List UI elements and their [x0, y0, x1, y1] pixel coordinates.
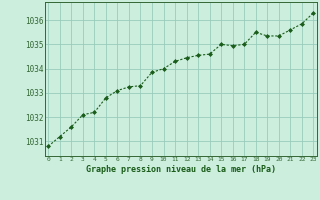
X-axis label: Graphe pression niveau de la mer (hPa): Graphe pression niveau de la mer (hPa) [86, 165, 276, 174]
